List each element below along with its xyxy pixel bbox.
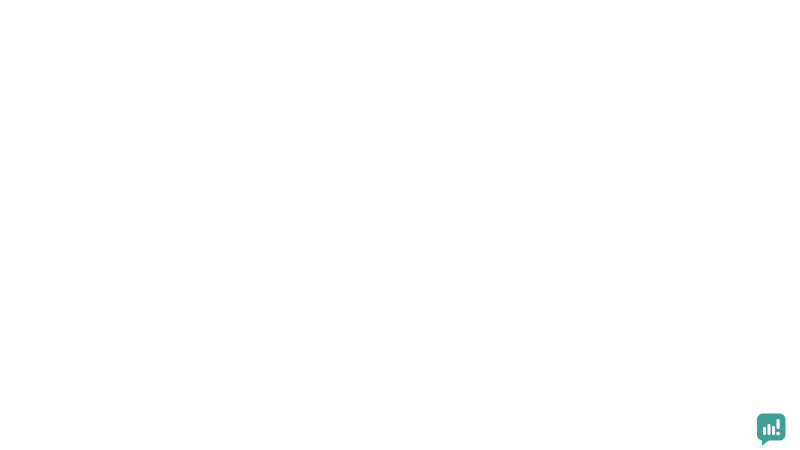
bar-chart-speech-bubble-icon (757, 413, 786, 445)
newsworthy-logo (757, 413, 792, 445)
line-chart (0, 110, 800, 410)
